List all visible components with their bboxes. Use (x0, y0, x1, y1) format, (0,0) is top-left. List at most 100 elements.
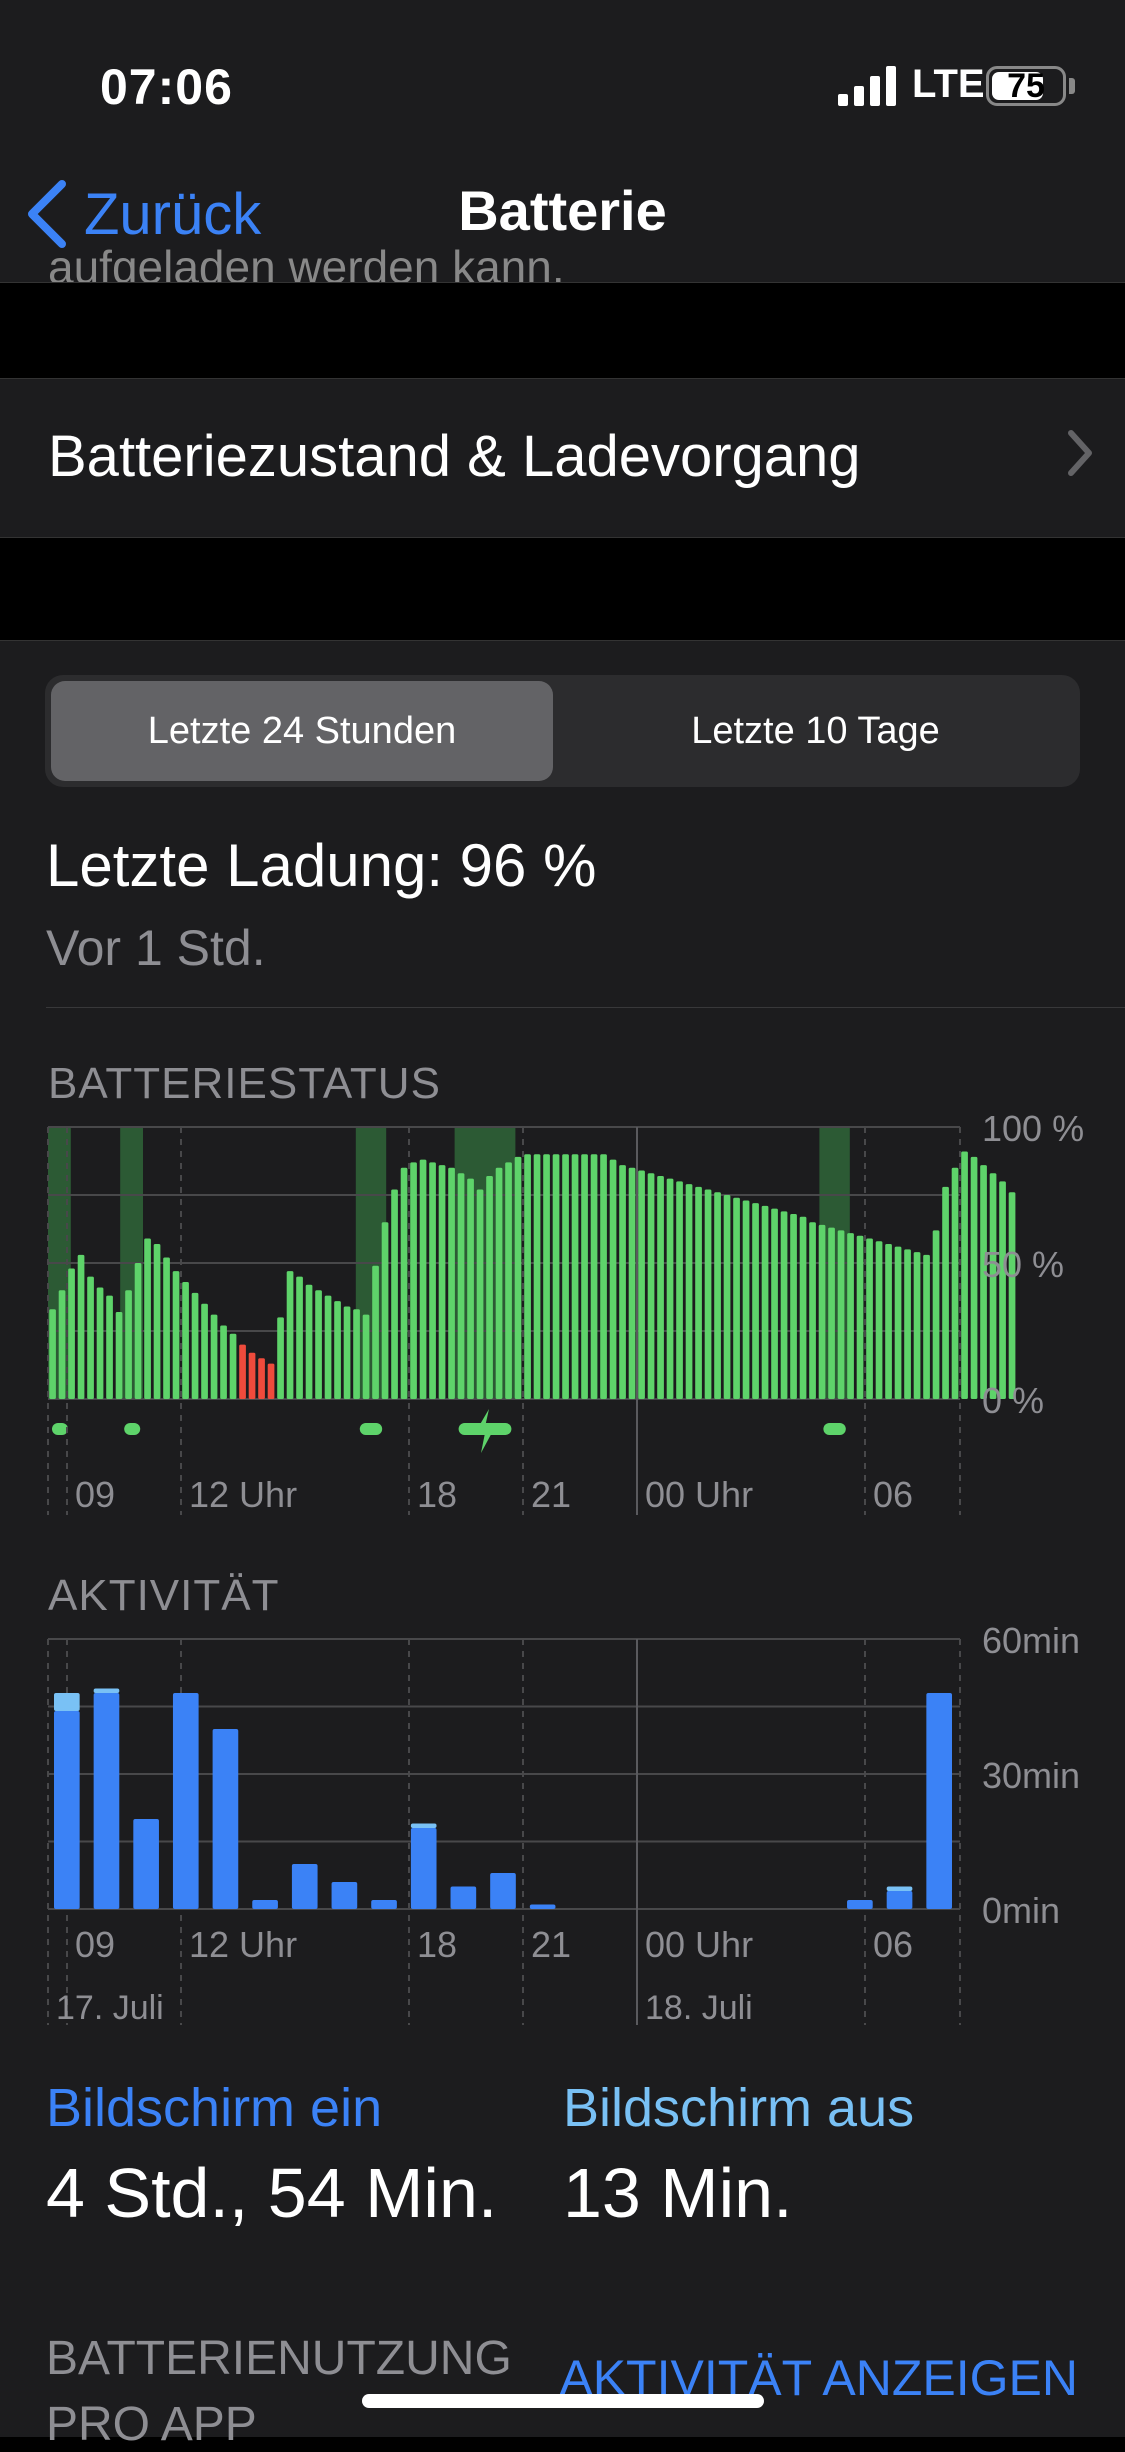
battery-bar (467, 1178, 474, 1399)
battery-bar (372, 1265, 379, 1399)
back-button[interactable]: Zurück (24, 174, 261, 254)
battery-bar (828, 1227, 835, 1399)
activity-x-tick: 12 Uhr (189, 1924, 297, 1965)
battery-bar (628, 1167, 636, 1399)
battery-bar (125, 1290, 132, 1399)
battery-x-tick: 09 (75, 1474, 115, 1515)
battery-bar (115, 1311, 123, 1399)
battery-x-tick: 12 Uhr (189, 1474, 297, 1515)
battery-bar (172, 1271, 180, 1399)
battery-bar (191, 1292, 199, 1399)
battery-bar (277, 1317, 284, 1399)
network-type: LTE (912, 62, 985, 106)
screen-on-label: Bildschirm ein (46, 2078, 383, 2138)
battery-bar (286, 1271, 294, 1399)
screen-on-bar (133, 1819, 159, 1909)
battery-bar (989, 1173, 997, 1399)
battery-bar (324, 1295, 332, 1399)
battery-bar (258, 1358, 265, 1399)
battery-bar (353, 1309, 360, 1399)
battery-bar (666, 1178, 674, 1399)
status-time: 07:06 (100, 59, 233, 115)
status-bar (0, 0, 1125, 140)
battery-bar (543, 1154, 550, 1399)
battery-bar (429, 1162, 436, 1399)
battery-bar (847, 1233, 854, 1399)
battery-bar (856, 1235, 864, 1399)
battery-status-heading: BATTERIESTATUS (48, 1059, 441, 1108)
tab-last-10-days[interactable]: Letzte 10 Tage (691, 709, 940, 752)
activity-x-tick: 18 (417, 1924, 457, 1965)
battery-y-tick: 100 % (982, 1108, 1084, 1149)
battery-bar (68, 1268, 75, 1399)
battery-bar (248, 1352, 256, 1399)
last-charge-time: Vor 1 Std. (46, 920, 266, 976)
battery-bar (742, 1200, 750, 1399)
activity-y-tick: 30min (982, 1755, 1080, 1796)
screen-off-value: 13 Min. (563, 2154, 793, 2232)
tab-last-24-hours[interactable]: Letzte 24 Stunden (51, 681, 553, 781)
time-range-control: Letzte 24 Stunden Letzte 10 Tage (45, 675, 1080, 787)
battery-bar (619, 1165, 626, 1399)
battery-tip (1069, 78, 1075, 94)
battery-icon: 75 (986, 66, 1066, 106)
battery-bar (486, 1175, 493, 1399)
screen-on-bar (926, 1693, 952, 1909)
battery-bar (362, 1314, 370, 1399)
battery-health-label: Batteriezustand & Ladevorgang (48, 424, 861, 489)
battery-bar (229, 1333, 237, 1399)
battery-bar (676, 1181, 683, 1399)
battery-bar (476, 1189, 484, 1399)
battery-bar (752, 1203, 759, 1399)
activity-heading: AKTIVITÄT (48, 1571, 280, 1620)
screen-off-label: Bildschirm aus (563, 2078, 915, 2138)
battery-health-row[interactable]: Batteriezustand & Ladevorgang (0, 378, 1125, 538)
battery-bar (761, 1205, 769, 1399)
battery-bar (267, 1363, 275, 1399)
battery-bar (590, 1154, 598, 1399)
charging-marker (823, 1423, 846, 1435)
battery-bar (600, 1154, 607, 1399)
screen-on-bar (172, 1693, 199, 1909)
battery-bar (49, 1309, 56, 1399)
page-title: Batterie (458, 179, 667, 242)
battery-bar (239, 1344, 246, 1399)
battery-bar (334, 1301, 341, 1399)
battery-bar (1008, 1192, 1016, 1399)
battery-bar (657, 1175, 664, 1399)
activity-y-tick: 60min (982, 1620, 1080, 1661)
battery-bar (315, 1290, 322, 1399)
battery-bar (552, 1154, 560, 1399)
battery-bar (448, 1167, 455, 1399)
screen-on-bar (54, 1711, 80, 1909)
screen-on-bar (212, 1729, 239, 1909)
battery-bar (581, 1154, 588, 1399)
activity-x-tick: 06 (873, 1924, 913, 1965)
battery-bar (410, 1162, 417, 1399)
battery-bar (305, 1284, 313, 1399)
screen-on-bar (847, 1900, 873, 1909)
screen-on-bar (410, 1828, 437, 1909)
battery-bar (533, 1154, 541, 1399)
battery-bar (524, 1154, 531, 1399)
screen-on-bar (331, 1882, 358, 1909)
battery-x-tick: 21 (531, 1474, 571, 1515)
battery-bar (457, 1173, 465, 1399)
date-label: 17. Juli (56, 1989, 164, 2027)
screen-on-bar (93, 1693, 120, 1909)
screen-off-bar (93, 1688, 120, 1693)
battery-bar (942, 1186, 949, 1399)
battery-bar (562, 1154, 569, 1399)
last-charge-value: Letzte Ladung: 96 % (46, 832, 597, 899)
battery-bar (400, 1167, 408, 1399)
divider (46, 1007, 1125, 1008)
battery-bar (96, 1287, 104, 1399)
screen-on-bar (252, 1900, 278, 1909)
battery-bar (514, 1156, 522, 1399)
screen-on-bar (291, 1864, 318, 1909)
battery-bar (723, 1195, 731, 1399)
battery-bar (790, 1214, 797, 1399)
battery-bar (220, 1325, 227, 1399)
battery-bar (134, 1263, 142, 1399)
charging-marker (359, 1423, 383, 1435)
